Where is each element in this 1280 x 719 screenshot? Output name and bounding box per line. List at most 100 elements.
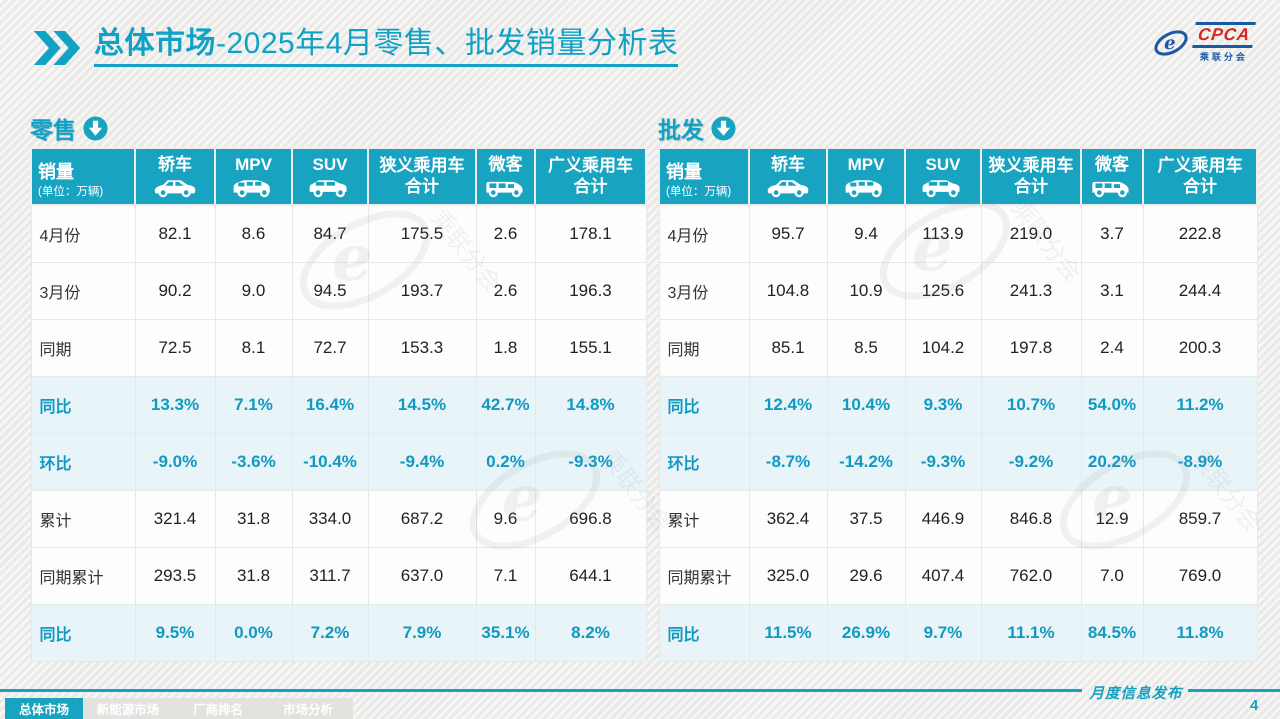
nav-tab-3[interactable]: 市场分析 [263,698,353,719]
column-label: 轿车 [771,154,805,174]
table-row: 同比 11.5% 26.9% 9.7% 11.1% 84.5% 11.8% [658,603,1258,662]
value-cell: 104.2 [904,318,982,377]
microvan-icon [477,178,534,198]
value-cell: 687.2 [367,489,477,548]
table-row: 4月份 82.1 8.6 84.7 175.5 2.6 178.1 [30,204,647,263]
value-cell: 769.0 [1142,546,1258,605]
retail-section-header: 零售 [30,112,645,144]
suv-icon [906,178,980,198]
section-title: 零售 [30,117,76,143]
footer-rule-left [0,689,1082,692]
value-cell: 196.3 [534,261,647,320]
row-label-cell: 3月份 [658,261,750,320]
value-cell: 3.1 [1080,261,1144,320]
value-cell: 155.1 [534,318,647,377]
value-cell: 35.1% [475,603,536,662]
nav-tab-0[interactable]: 总体市场 [5,698,83,719]
table-row: 同比 9.5% 0.0% 7.2% 7.9% 35.1% 8.2% [30,603,647,662]
value-cell: 14.5% [367,375,477,434]
value-cell: 311.7 [291,546,369,605]
value-cell: 2.6 [475,204,536,263]
cpca-logo-cn: 乘联分会 [1199,52,1248,63]
row-label-cell: 同比 [30,375,136,434]
column-label: 轿车 [158,154,192,174]
value-cell: 241.3 [980,261,1082,320]
value-cell: 1.8 [475,318,536,377]
value-cell: 321.4 [134,489,216,548]
value-cell: 104.8 [748,261,828,320]
value-cell: 13.3% [134,375,216,434]
value-cell: 8.5 [826,318,906,377]
column-label: 狭义乘用车 [988,156,1074,176]
value-cell: 2.4 [1080,318,1144,377]
retail-sales-table: 销量 (单位：万辆) 轿车 MPV SUV 狭义乘用车 合计 微客 广义乘用车 合计 4月份 82.1… [30,147,647,662]
unit-label: 销量 [38,162,74,183]
value-cell: 362.4 [748,489,828,548]
column-header: 狭义乘用车 合计 [980,147,1082,206]
footer-rule-right [1188,689,1280,692]
value-cell: 14.8% [534,375,647,434]
value-cell: 84.7 [291,204,369,263]
table-row: 4月份 95.7 9.4 113.9 219.0 3.7 222.8 [658,204,1258,263]
table-row: 3月份 90.2 9.0 94.5 193.7 2.6 196.3 [30,261,647,320]
value-cell: 197.8 [980,318,1082,377]
row-label-cell: 同期 [30,318,136,377]
value-cell: 9.7% [904,603,982,662]
value-cell: 8.2% [534,603,647,662]
column-label: SUV [925,154,961,174]
wholesale-section-header: 批发 [658,112,1256,144]
value-cell: 12.4% [748,375,828,434]
value-cell: 762.0 [980,546,1082,605]
page-title-rest: -2025年4月零售、批发销量分析表 [216,27,679,60]
value-cell: 9.3% [904,375,982,434]
column-header: 微客 [1080,147,1144,206]
microvan-icon [1082,178,1142,198]
value-cell: 29.6 [826,546,906,605]
value-cell: 153.3 [367,318,477,377]
value-cell: 9.0 [214,261,293,320]
column-label-line2: 合计 [405,176,439,196]
wholesale-table-section: 批发 销量 (单位：万辆) 轿车 MPV SUV 狭义乘用车 合计 微客 广义乘用车 合计 4月份 95… [658,112,1258,662]
value-cell: 446.9 [904,489,982,548]
table-row: 累计 362.4 37.5 446.9 846.8 12.9 859.7 [658,489,1258,548]
wholesale-sales-table: 销量 (单位：万辆) 轿车 MPV SUV 狭义乘用车 合计 微客 广义乘用车 合计 4月份 95.7… [658,147,1258,662]
value-cell: 26.9% [826,603,906,662]
row-label-cell: 同期累计 [658,546,750,605]
mpv-icon [828,178,904,198]
nav-tab-2[interactable]: 厂商排名 [173,698,263,719]
nav-tab-1[interactable]: 新能源市场 [83,698,173,719]
column-header: 轿车 [134,147,216,206]
column-header: 狭义乘用车 合计 [367,147,477,206]
section-title: 批发 [658,117,704,143]
column-label: MPV [235,154,272,174]
value-cell: -9.0% [134,432,216,491]
value-cell: 11.8% [1142,603,1258,662]
value-cell: 7.9% [367,603,477,662]
unit-note: (单位：万辆) [666,186,732,198]
row-label-cell: 4月份 [658,204,750,263]
value-cell: 859.7 [1142,489,1258,548]
bottom-nav: 总体市场 新能源市场 厂商排名 市场分析 [5,698,353,719]
value-cell: 11.1% [980,603,1082,662]
value-cell: -14.2% [826,432,906,491]
unit-header-cell: 销量 (单位：万辆) [30,147,136,206]
value-cell: 84.5% [1080,603,1144,662]
value-cell: 325.0 [748,546,828,605]
value-cell: 7.2% [291,603,369,662]
value-cell: 846.8 [980,489,1082,548]
unit-note: (单位：万辆) [38,186,104,198]
value-cell: 31.8 [214,546,293,605]
unit-label: 销量 [666,162,702,183]
row-label-cell: 3月份 [30,261,136,320]
column-label: MPV [847,154,885,174]
value-cell: 37.5 [826,489,906,548]
value-cell: 244.4 [1142,261,1258,320]
value-cell: 16.4% [291,375,369,434]
value-cell: -8.7% [748,432,828,491]
row-label-cell: 同比 [30,603,136,662]
value-cell: 11.2% [1142,375,1258,434]
table-row: 同期累计 325.0 29.6 407.4 762.0 7.0 769.0 [658,546,1258,605]
value-cell: 10.7% [980,375,1082,434]
row-label-cell: 环比 [658,432,750,491]
